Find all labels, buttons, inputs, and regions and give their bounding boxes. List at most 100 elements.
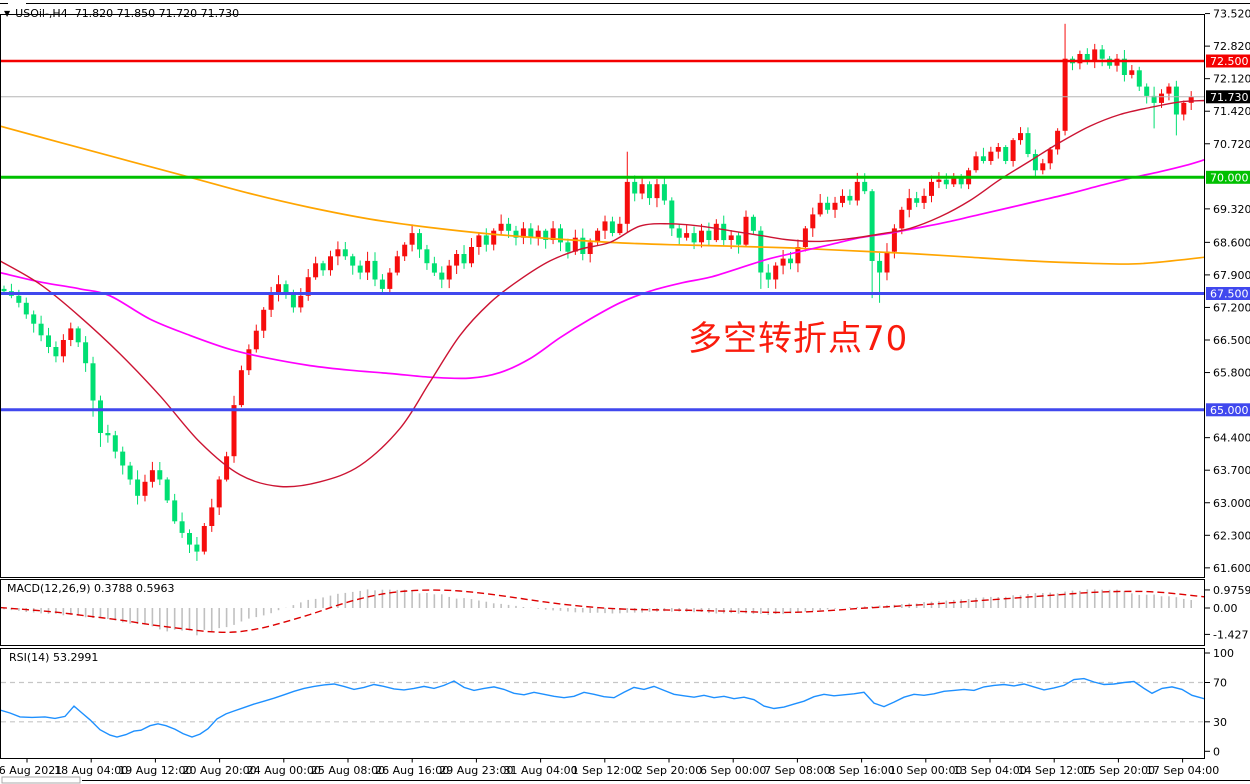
time-tick-label: 6 Sep 00:00 bbox=[700, 764, 766, 777]
time-tick-label: 1 Sep 12:00 bbox=[572, 764, 638, 777]
candle-body bbox=[431, 263, 437, 273]
candle-body bbox=[943, 179, 949, 185]
candle-body bbox=[795, 247, 801, 264]
candle-body bbox=[602, 221, 608, 231]
candle-body bbox=[261, 309, 267, 331]
time-tick-label: 26 Aug 16:00 bbox=[375, 764, 449, 777]
ma-slow-orange-line bbox=[0, 125, 1206, 265]
candle-body bbox=[1025, 133, 1031, 154]
candle-body bbox=[550, 228, 556, 240]
axis-tick-label: 63.000 bbox=[1213, 497, 1250, 510]
candle-body bbox=[454, 254, 460, 266]
candle-body bbox=[624, 181, 630, 224]
current-price-badge-text: 71.730 bbox=[1210, 91, 1249, 104]
candle-body bbox=[60, 340, 66, 357]
window-chrome bbox=[0, 3, 1250, 784]
price-badge-67.500-text: 67.500 bbox=[1210, 288, 1249, 301]
price-axis[interactable]: 73.520 72.820 72.120 71.420 70.720 69.320 68.6… bbox=[1205, 8, 1250, 759]
axis-tick-label: 0.9759 bbox=[1213, 584, 1250, 597]
candle-body bbox=[75, 328, 81, 343]
time-tick-label: 25 Aug 08:00 bbox=[311, 764, 385, 777]
price-badge-65.000-text: 65.000 bbox=[1210, 404, 1249, 417]
candle-body bbox=[224, 456, 230, 480]
candle-body bbox=[565, 242, 571, 252]
candle-body bbox=[765, 272, 771, 280]
candle-body bbox=[676, 228, 682, 238]
candle-body bbox=[1136, 70, 1142, 87]
axis-tick-label: 67.900 bbox=[1213, 269, 1250, 282]
axis-tick-label: 70.720 bbox=[1213, 138, 1250, 151]
macd-panel bbox=[0, 589, 1206, 636]
candle-body bbox=[90, 363, 96, 401]
candle-body bbox=[231, 405, 237, 457]
candle-body bbox=[1077, 54, 1083, 64]
candle-body bbox=[365, 260, 371, 273]
horizontal-lines[interactable] bbox=[0, 59, 1205, 412]
candle-body bbox=[862, 181, 868, 192]
chart-annotation-text[interactable]: 多空转折点70 bbox=[688, 319, 909, 359]
symbol-dropdown-icon[interactable]: ▼ bbox=[4, 9, 11, 18]
time-tick-label: 7 Sep 08:00 bbox=[764, 764, 830, 777]
candle-body bbox=[572, 237, 578, 252]
candle-body bbox=[53, 347, 59, 357]
price-badge-72.500-text: 72.500 bbox=[1210, 55, 1249, 68]
candle-body bbox=[439, 272, 445, 280]
candle-body bbox=[995, 147, 1001, 152]
candle-body bbox=[595, 230, 601, 243]
candle-body bbox=[1047, 149, 1053, 164]
candle-body bbox=[1032, 154, 1038, 171]
candle-body bbox=[661, 184, 667, 201]
ma-fast-red-line bbox=[0, 99, 1206, 488]
candle-body bbox=[988, 151, 994, 161]
candle-body bbox=[172, 500, 178, 522]
candle-body bbox=[31, 314, 37, 324]
candle-body bbox=[357, 265, 363, 273]
time-tick-label: 16 Aug 2021 bbox=[0, 764, 62, 777]
candle-body bbox=[105, 433, 111, 436]
macd-signal-line bbox=[0, 589, 1206, 634]
candle-body bbox=[810, 214, 816, 229]
candle-body bbox=[802, 228, 808, 247]
chart-title: USOil-,H4 71.820 71.850 71.720 71.730 bbox=[15, 7, 240, 20]
rsi-panel bbox=[0, 677, 1206, 738]
candle-body bbox=[721, 223, 727, 241]
candle-body bbox=[98, 400, 103, 433]
candle-body bbox=[535, 230, 541, 238]
candle-body bbox=[201, 526, 207, 552]
panel-frames bbox=[0, 14, 1205, 759]
candle-body bbox=[899, 209, 905, 229]
candle-body bbox=[639, 184, 645, 194]
time-tick-label: 29 Aug 23:00 bbox=[439, 764, 513, 777]
candle-body bbox=[157, 470, 163, 480]
candle-body bbox=[209, 507, 215, 526]
candle-body bbox=[973, 156, 979, 171]
candle-body bbox=[1188, 96, 1194, 103]
candle-body bbox=[328, 256, 333, 271]
price-badge-65.000 bbox=[1206, 403, 1250, 417]
candle-body bbox=[424, 249, 430, 264]
candle-body bbox=[290, 293, 296, 308]
candle-body bbox=[840, 195, 845, 203]
candle-body bbox=[46, 335, 51, 347]
candle-body bbox=[112, 435, 118, 452]
time-tick-label: 19 Aug 12:00 bbox=[118, 764, 192, 777]
candle-body bbox=[1144, 86, 1150, 96]
candle-body bbox=[216, 479, 222, 508]
time-tick-label: 20 Aug 20:00 bbox=[183, 764, 257, 777]
candle-body bbox=[617, 223, 623, 234]
candle-body bbox=[120, 451, 126, 466]
candle-body bbox=[1, 288, 7, 292]
candle-body bbox=[520, 228, 526, 238]
candle-body bbox=[869, 191, 875, 261]
axis-tick-label: 68.600 bbox=[1213, 236, 1250, 249]
candle-body bbox=[305, 277, 311, 296]
candle-body bbox=[387, 272, 393, 289]
candle-body bbox=[1099, 49, 1105, 59]
candle-body bbox=[1121, 58, 1127, 75]
candle-body bbox=[669, 200, 675, 229]
axis-tick-label: 63.700 bbox=[1213, 464, 1250, 477]
candle-body bbox=[127, 465, 133, 480]
